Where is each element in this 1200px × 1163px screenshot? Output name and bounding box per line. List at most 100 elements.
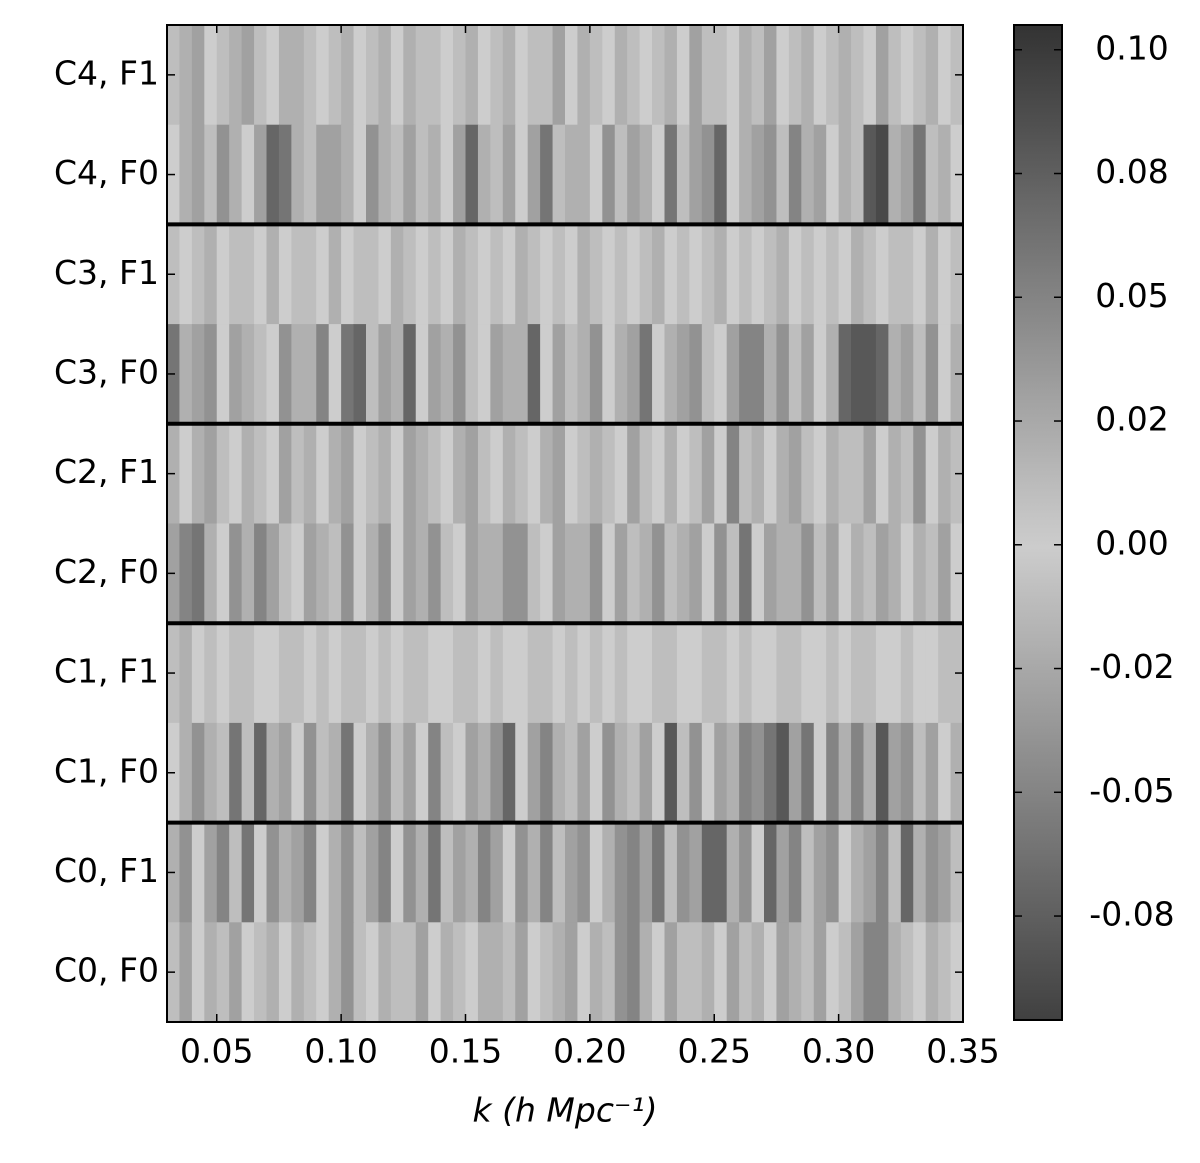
heatmap-cell (565, 124, 579, 225)
heatmap-cell (888, 124, 902, 225)
heatmap-cell (428, 423, 442, 525)
heatmap-cell (378, 523, 392, 624)
heatmap-cell (453, 822, 467, 923)
heatmap-cell (676, 623, 690, 724)
heatmap-cell (751, 224, 765, 325)
heatmap-cell (278, 124, 292, 225)
heatmap-cell (714, 523, 728, 624)
heatmap-cell (490, 224, 504, 325)
heatmap-cell (788, 922, 802, 1023)
heatmap-cell (589, 822, 603, 923)
heatmap-cell (477, 124, 491, 225)
heatmap-cell (341, 623, 355, 724)
heatmap-cell (689, 623, 703, 724)
heatmap-cell (838, 623, 852, 724)
heatmap-cell (813, 523, 827, 624)
heatmap-cell (303, 25, 317, 126)
heatmap-cell (875, 623, 889, 724)
heatmap-cell (527, 224, 541, 325)
heatmap-cell (403, 423, 417, 525)
heatmap-cell (875, 822, 889, 923)
y-tick-label: C0, F1 (54, 851, 159, 890)
heatmap-cell (565, 822, 579, 923)
heatmap-cell (938, 124, 952, 225)
heatmap-cell (278, 623, 292, 724)
heatmap-cell (639, 124, 653, 225)
heatmap-cell (204, 623, 218, 724)
heatmap-cell (191, 224, 205, 325)
heatmap-cell (266, 722, 280, 824)
heatmap-cell (465, 124, 479, 225)
heatmap-cell (689, 822, 703, 923)
heatmap-cell (291, 722, 305, 824)
heatmap-cell (925, 822, 939, 923)
y-tick-label: C1, F1 (54, 652, 159, 691)
heatmap-cell (589, 523, 603, 624)
heatmap-cell (701, 623, 715, 724)
heatmap-cell (875, 224, 889, 325)
heatmap-cell (502, 324, 516, 425)
heatmap-cell (714, 423, 728, 525)
heatmap-cell (801, 324, 815, 425)
heatmap-cell (266, 324, 280, 425)
heatmap-cell (664, 124, 678, 225)
heatmap-cell (639, 922, 653, 1023)
heatmap-cell (316, 224, 330, 325)
heatmap-cell (229, 523, 243, 624)
heatmap-cell (714, 922, 728, 1023)
heatmap-cell (266, 224, 280, 325)
heatmap-cell (341, 423, 355, 525)
heatmap-cell (191, 423, 205, 525)
heatmap-cell (341, 722, 355, 824)
heatmap-cell (378, 25, 392, 126)
heatmap-cell (403, 224, 417, 325)
heatmap-cell (801, 523, 815, 624)
heatmap-cell (477, 722, 491, 824)
heatmap-cell (726, 523, 740, 624)
heatmap-cell (764, 822, 778, 923)
heatmap-cell (291, 822, 305, 923)
heatmap-cell (900, 423, 914, 525)
heatmap-cell (577, 623, 591, 724)
heatmap-cell (577, 523, 591, 624)
heatmap-cell (527, 523, 541, 624)
heatmap-cell (714, 25, 728, 126)
heatmap-cell (540, 922, 554, 1023)
heatmap-cell (739, 722, 753, 824)
heatmap-cell (764, 324, 778, 425)
heatmap-cell (888, 822, 902, 923)
heatmap-cell (390, 224, 404, 325)
heatmap-cell (477, 324, 491, 425)
heatmap-cell (577, 25, 591, 126)
heatmap-cell (838, 124, 852, 225)
heatmap-cell (254, 324, 268, 425)
heatmap-cell (341, 224, 355, 325)
heatmap-cell (913, 523, 927, 624)
heatmap-cell (614, 722, 628, 824)
heatmap-cell (739, 623, 753, 724)
heatmap-cell (303, 623, 317, 724)
heatmap-cell (229, 423, 243, 525)
heatmap-cell (216, 423, 230, 525)
heatmap-cell (701, 523, 715, 624)
heatmap-cell (477, 922, 491, 1023)
heatmap-cell (664, 722, 678, 824)
x-tick-label: 0.30 (802, 1032, 875, 1071)
colorbar-tick-label: 0.00 (1095, 523, 1168, 562)
heatmap-cell (353, 822, 367, 923)
heatmap-cell (353, 722, 367, 824)
heatmap-cell (204, 25, 218, 126)
heatmap-cell (303, 523, 317, 624)
heatmap-cell (515, 423, 529, 525)
heatmap-cell (278, 423, 292, 525)
heatmap-cell (565, 623, 579, 724)
heatmap-cell (229, 224, 243, 325)
heatmap-cell (676, 722, 690, 824)
heatmap-cell (515, 224, 529, 325)
heatmap-cell (179, 523, 193, 624)
heatmap-cell (813, 822, 827, 923)
heatmap-cell (415, 224, 429, 325)
heatmap-cell (453, 523, 467, 624)
heatmap-cell (627, 722, 641, 824)
heatmap-cell (776, 523, 790, 624)
